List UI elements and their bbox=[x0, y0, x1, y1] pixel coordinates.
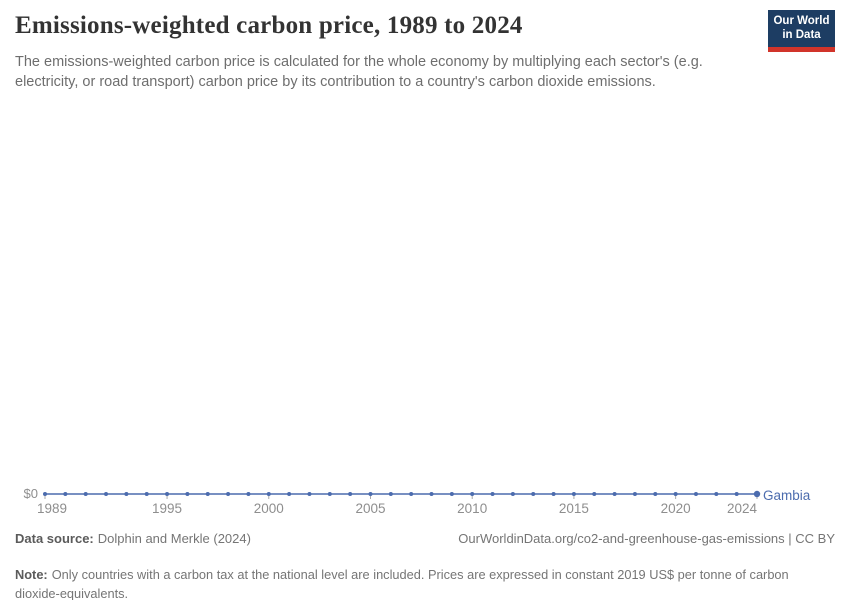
attribution-link[interactable]: OurWorldinData.org/co2-and-greenhouse-ga… bbox=[458, 531, 835, 546]
footer-note: Note: Only countries with a carbon tax at… bbox=[15, 565, 827, 600]
x-axis-tick-label: 2020 bbox=[660, 501, 691, 516]
owid-logo: Our World in Data bbox=[768, 10, 835, 52]
x-axis-tick-label: 2024 bbox=[726, 501, 758, 516]
chart-subtitle: The emissions-weighted carbon price is c… bbox=[15, 54, 703, 90]
footer-source-row: Data source: Dolphin and Merkle (2024) Ou… bbox=[15, 531, 835, 546]
owid-logo-line2: in Data bbox=[782, 28, 821, 41]
x-axis-tick-label: 2005 bbox=[355, 501, 386, 516]
owid-logo-line1: Our World bbox=[773, 15, 830, 27]
x-axis-tick-label: 1995 bbox=[152, 501, 183, 516]
chart-line-canvas bbox=[43, 490, 761, 499]
y-axis-tick-label: $0 bbox=[23, 486, 38, 501]
data-source: Data source: Dolphin and Merkle (2024) bbox=[15, 531, 251, 546]
note-value: Only countries with a carbon tax at the … bbox=[15, 566, 789, 600]
data-source-value: Dolphin and Merkle (2024) bbox=[97, 531, 251, 546]
x-axis-tick-label: 2015 bbox=[558, 501, 589, 516]
note-label: Note: bbox=[15, 566, 48, 582]
x-axis-tick-label: 2000 bbox=[253, 501, 284, 516]
series-label[interactable]: Gambia bbox=[763, 488, 811, 503]
page-title: Emissions-weighted carbon price, 1989 to… bbox=[15, 12, 523, 39]
data-source-label: Data source: bbox=[15, 531, 94, 546]
x-axis: 1989 1995 2000 2005 2010 2015 2020 2024 bbox=[0, 501, 850, 517]
x-axis-tick-label: 1989 bbox=[36, 501, 68, 516]
x-axis-tick-label: 2010 bbox=[457, 501, 488, 516]
